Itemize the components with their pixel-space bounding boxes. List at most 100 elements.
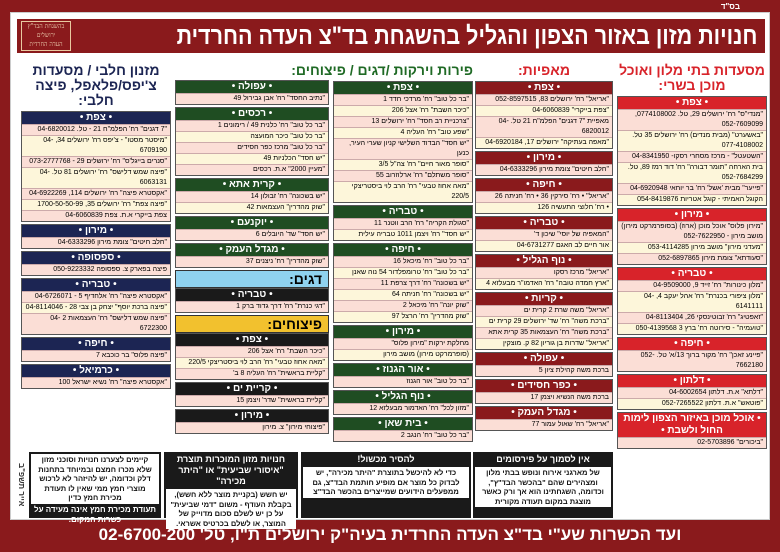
city-header: • קריות • (476, 293, 612, 305)
store-listing: "חלב חיטים" צומת מירון 04-6333296 (22, 237, 170, 248)
store-listing: "ברכת משה" רח' שד' ירושלים 29 קרית ים (476, 316, 612, 327)
store-listing: "סגולת הקריה" רח' הרב ווטנר 11 (334, 218, 472, 229)
store-listing: "יש בשכונה" רח' חניתה 64 (334, 289, 472, 300)
column-heading: מאפיות: (517, 62, 570, 78)
city-section: • חיפה • "פיצה פלוס" בר כוכבא 7 (21, 337, 171, 362)
store-listing: "שוק יונה" רח' מיכאל 2 (334, 300, 472, 311)
category-banner: פיצוחים: (175, 315, 329, 333)
store-listing: "המאפיה של יוסי" שיכון ד' (476, 229, 612, 240)
city-name: מירון (391, 326, 415, 337)
store-listing: "אריאל" רח' ירושלים 83, 052-8597515 (476, 94, 612, 105)
store-listing: "חלב חיטים" צומת מירון 04-6333296 (476, 164, 612, 175)
city-section: • טבריה • "סגולת הקריה" רח' הרב ווטנר 11 "… (333, 205, 473, 241)
store-listing: "מירון פלוס" אוכל מוכן (ארוז) (בסופרמרקט… (618, 221, 766, 242)
store-listing: "קליית בראשית" שדר' ויצמן 15 (176, 395, 328, 406)
city-name: טבריה (677, 268, 707, 279)
city-section: • חיפה • "פיינע זאכן" רח' מקור ברוך 13/א'… (617, 337, 767, 372)
city-header: • אוכל מוכן באיזור הצפון לימות החול ולשב… (618, 413, 766, 437)
city-header: • בית שאן • (334, 418, 472, 430)
city-name: קריות (531, 293, 557, 304)
city-header: • כרמיאל • (22, 365, 170, 377)
city-section: • קרית אתא • "יש בשכונה" רח' זבולון 14 "שו… (175, 178, 329, 214)
store-listing: "סנרים בייגל'ס" רח' ירושלים 29 - 073-277… (22, 156, 170, 167)
store-listing: "פיצה פלוס" בר כוכבא 7 (22, 350, 170, 361)
city-header: • מירון • (176, 410, 328, 422)
city-section: • רכסים • "בר כל טוב" רח' כלנית 49 / רימו… (175, 107, 329, 176)
store-listing: "בר כל טוב" רח' כלנית 49 / רימונים 1 (176, 120, 328, 131)
store-listing: • רח' חלוצי התעשיה 126 (476, 202, 612, 213)
column-heading: מסעדות בתי מלון ואוכל מוכן בשרי: (619, 62, 765, 93)
city-section: • מירון • "מירון פלוס" אוכל מוכן (ארוז) (… (617, 208, 767, 265)
city-section: • מירון • "חלב חיטים" צומת מירון 04-63332… (475, 151, 613, 176)
city-header: • דלתון • (618, 375, 766, 387)
city-header: • אור הגנוז • (334, 364, 472, 376)
column-pro: פירות וירקות /דגים / פיצוחים: • צפת • "בר … (291, 63, 473, 444)
store-listing: "יש בשכונה" רח' דרך צרפת 11 (334, 278, 472, 289)
city-header: • כפר חסידים • (476, 380, 612, 392)
column-heading: מזנון חלבי / מסעדות צ'יפס/פלאפל, פיצה חל… (32, 62, 160, 108)
city-header: • חיפה • (476, 179, 612, 191)
store-listing: "מיסטר מסטו" - צ'יפס רח' ירושלים 34, 04-… (22, 135, 170, 156)
city-section: • נוף הגליל • "מזון לכל" רח' האדמור מבעלז… (333, 390, 473, 415)
city-name: כרמיאל (79, 365, 113, 376)
store-listing: "שוק מהדרין" רח' הרצל 97 (334, 311, 472, 322)
city-section: • טבריה • "מלון כינורות" רח' זייד 9, 04-9… (617, 267, 767, 335)
notice-chametz: קיימים לצערנו חנויות וסוכני מזון שלא מכר… (29, 452, 161, 524)
column-hot: מסעדות בתי מלון ואוכל מוכן בשרי: • צפת • "… (617, 63, 767, 451)
city-name: צפת (242, 334, 262, 345)
city-header: • טבריה • (176, 289, 328, 301)
store-listing: "דלתא" א.ת. דלתון 04-6002654 (618, 387, 766, 398)
city-header: • מגדל העמק • (476, 407, 612, 419)
city-header: • מירון • (618, 209, 766, 221)
store-listing: "בר כל טוב" כיכר המועצה (176, 131, 328, 142)
store-listing: "פוטאש" א.ת. דלתון 052-7265522 (618, 398, 766, 409)
city-header: • טבריה • (22, 279, 170, 291)
city-header: • יוקנעם • (176, 217, 328, 229)
store-listing: ברכת משה הנשיא ויצמן 17 (476, 392, 612, 403)
store-listing: "ברכת משה" רח' העצמאות 35 קרית אתא (476, 327, 612, 338)
city-section: • טבריה • "דגי כנרת" רח' דרך גדוד ברק 1 (175, 288, 329, 313)
city-header: • חיפה • (618, 338, 766, 350)
notice-footer: תעודת מכירת חמץ אינה מעידה על כשרות המקו… (34, 504, 156, 524)
store-listing: "סעודתא" צומת מירון 052-6897865 (618, 253, 766, 264)
store-listing: מחלקת ירקות "מירון פלוס" (334, 338, 472, 349)
store-listing: "אקסטרא פיצה" רח' ירושלים 114, 04-692226… (22, 188, 170, 199)
store-listing: הקוגל האמיתי - קוגל אטריות 054-8419876 (618, 194, 766, 205)
store-listing: "אקסטרא פיצה" רח' אלחדיף 5 - 04-6726071 (22, 291, 170, 302)
city-name: חיפה (680, 338, 704, 349)
city-section: • טבריה • "אקסטרא פיצה" רח' אלחדיף 5 - 04… (21, 278, 171, 335)
store-listing: "בר כל טוב" אור הגנוז (334, 376, 472, 387)
column-dai: מזנון חלבי / מסעדות צ'יפס/פלאפל, פיצה חל… (21, 63, 171, 391)
store-listing: "מאה אחוז טבעי" רח' הרב לוי ביסטריצקי 22… (176, 357, 328, 368)
city-name: מגדל העמק (225, 244, 279, 255)
notice-body: כדי לא להיכשל בתוצרת "היתר מכירה", יש לב… (303, 467, 469, 498)
store-listing: "אריאל" שדרות בן גוריון 82 ק. מוצקין (476, 338, 612, 349)
store-listing: "ביכורים" 02-5703896 (618, 437, 766, 448)
store-listing: "יש חסד" הכלניות 49 (176, 153, 328, 164)
store-listing: "מאפה בעתיקה" ירושלים 17, 04-6920184 (476, 137, 612, 148)
city-name: כפר חסידים (517, 380, 571, 391)
store-listing: "שוק מהדרין" העצמאות 42 (176, 202, 328, 213)
column-heading: פירות וירקות /דגים / פיצוחים: (291, 62, 473, 78)
city-header: • צפת • (476, 82, 612, 94)
store-listing: (סופרמרקט מירון) מושב מירון (334, 349, 472, 360)
city-header: • רכסים • (176, 108, 328, 120)
store-listing: "פיצה צפת" רח' ירושלים 35, 1700-50-50-99 (22, 199, 170, 210)
city-name: טבריה (388, 206, 418, 217)
city-section: • חיפה • "אריאל" • רח' סירקין 36 • רח' חנ… (475, 178, 613, 214)
city-header: • טבריה • (618, 268, 766, 280)
store-listing: "אריאל" • רח' סירקין 36 • רח' חניתה 26 (476, 191, 612, 202)
store-listing: "פיצה שמש דלישס" רח' העצמאות 2 04-672230… (22, 313, 170, 334)
store-listing: "צפת בייקרי" 04-6060839 (476, 105, 612, 116)
city-name: צפת (393, 82, 413, 93)
city-name: מירון (680, 209, 704, 220)
notice-publications: אין לסמוך על פירסומים של מארגני אירוח ונ… (473, 452, 613, 518)
store-listing: "פיצוחי מירון" צ. מירון (176, 422, 328, 433)
city-name: קרית אתא (229, 179, 275, 190)
badatz-logo: בהשגחת הבד"ץ ירושלים העדה החרדית (21, 21, 71, 51)
page-title: חנויות מזון באזור הצפון והגליל בהשגחת בד… (176, 22, 757, 50)
city-section: • טבריה • "המאפיה של יוסי" שיכון ד' אור חי… (475, 216, 613, 252)
city-section: • יוקנעם • "יש חסד" שד' היובלים 6 (175, 216, 329, 241)
notice-title: אין לסמוך על פירסומים (496, 454, 590, 464)
city-section: • כרמיאל • "אקסטרא פיצה" רח' נשיא ישראל 1… (21, 364, 171, 389)
